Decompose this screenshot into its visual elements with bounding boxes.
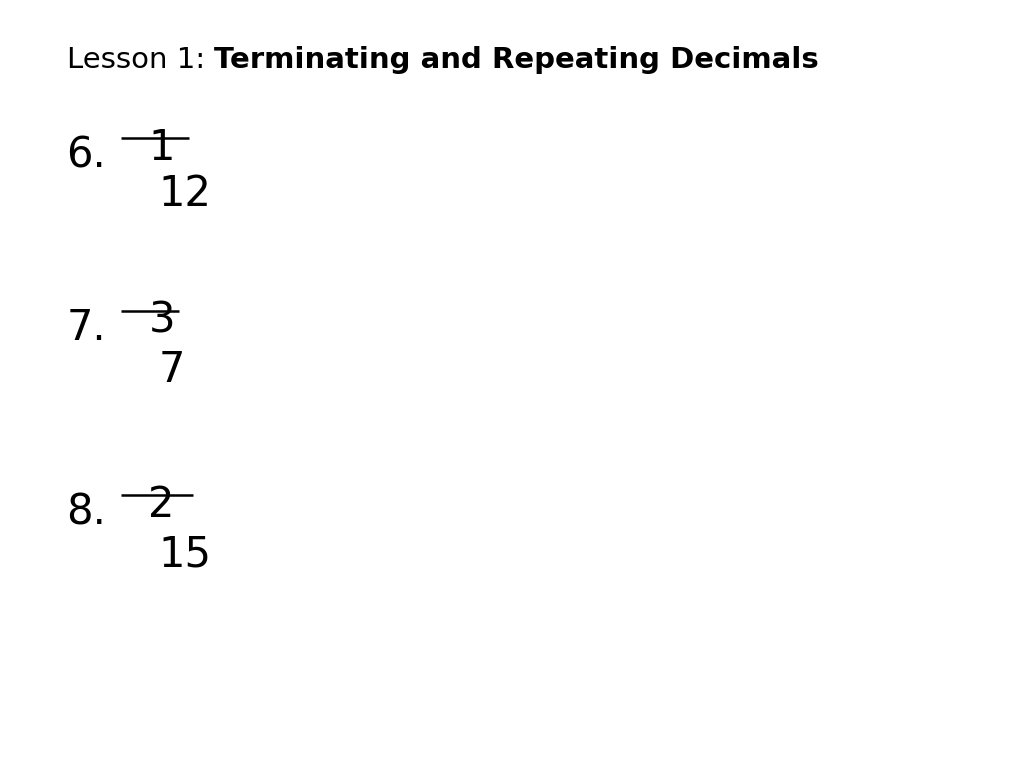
Text: 2: 2 — [148, 484, 175, 526]
Text: 7: 7 — [159, 349, 185, 392]
Text: 15: 15 — [159, 534, 212, 576]
Text: 6.: 6. — [67, 134, 106, 177]
Text: 8.: 8. — [67, 492, 106, 534]
Text: 12: 12 — [159, 173, 212, 215]
Text: Lesson 1:: Lesson 1: — [67, 46, 214, 74]
Text: 1: 1 — [148, 127, 175, 169]
Text: Terminating and Repeating Decimals: Terminating and Repeating Decimals — [214, 46, 818, 74]
Text: 7.: 7. — [67, 307, 106, 349]
Text: 3: 3 — [148, 300, 175, 342]
